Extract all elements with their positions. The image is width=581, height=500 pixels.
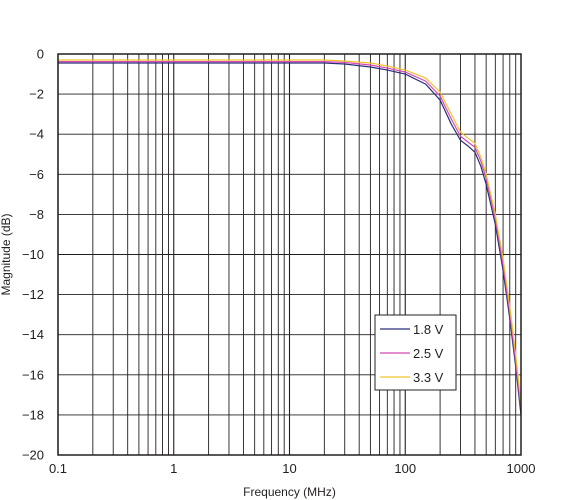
y-tick-label: −20 (22, 448, 44, 463)
series-lines (58, 59, 522, 415)
x-tick-label: 10 (282, 461, 296, 476)
tick-labels: 0.1 1 10 100 1000 0 −2 −4 −6 −8 −10 −12 −14 −16 −18 −20 (22, 47, 536, 477)
legend-label: 1.8 V (413, 322, 444, 337)
y-tick-label: −2 (29, 87, 44, 102)
y-tick-label: −4 (29, 127, 44, 142)
y-tick-label: −8 (29, 207, 44, 222)
legend-label: 2.5 V (413, 346, 444, 361)
y-tick-label: −18 (22, 407, 44, 422)
plot-frame (57, 53, 522, 456)
y-tick-label: −12 (22, 287, 44, 302)
y-tick-label: −16 (22, 367, 44, 382)
legend: 1.8 V 2.5 V 3.3 V (374, 314, 457, 391)
x-axis-label: Frequency (MHz) (243, 485, 336, 499)
y-tick-label: −10 (22, 247, 44, 262)
legend-label: 3.3 V (413, 370, 444, 385)
x-tick-label: 0.1 (49, 461, 67, 476)
y-tick-label: −6 (29, 167, 44, 182)
y-tick-label: −14 (22, 327, 44, 342)
x-tick-label: 1000 (507, 461, 536, 476)
x-tick-label: 100 (394, 461, 416, 476)
series-line-3 (58, 59, 522, 403)
x-tick-label: 1 (170, 461, 177, 476)
y-axis-label: Magnitude (dB) (0, 213, 13, 295)
series-line-2 (58, 61, 522, 409)
y-tick-label: 0 (37, 47, 44, 62)
series-line-1 (58, 62, 522, 415)
